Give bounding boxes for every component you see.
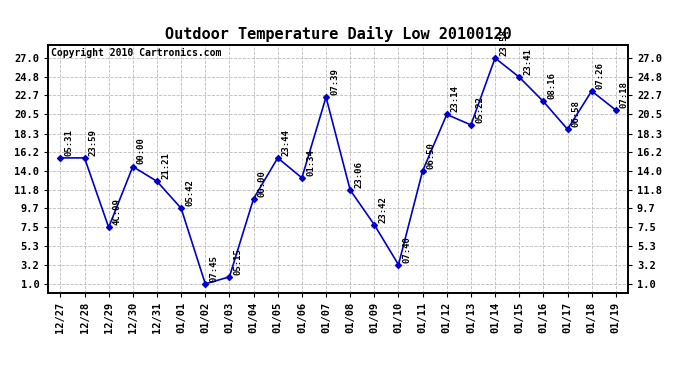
Text: 06:50: 06:50 xyxy=(427,142,436,169)
Text: 23:06: 23:06 xyxy=(355,161,364,188)
Text: 23:58: 23:58 xyxy=(500,29,509,56)
Text: 23:59: 23:59 xyxy=(89,129,98,156)
Text: 05:42: 05:42 xyxy=(186,179,195,206)
Text: 4C:09: 4C:09 xyxy=(113,198,122,225)
Text: 23:14: 23:14 xyxy=(451,86,460,112)
Text: 00:00: 00:00 xyxy=(258,170,267,196)
Text: 00:00: 00:00 xyxy=(137,138,146,164)
Text: 21:21: 21:21 xyxy=(161,152,170,179)
Text: Copyright 2010 Cartronics.com: Copyright 2010 Cartronics.com xyxy=(51,48,221,57)
Text: 23:41: 23:41 xyxy=(524,48,533,75)
Text: 23:42: 23:42 xyxy=(379,196,388,223)
Text: 06:58: 06:58 xyxy=(572,100,581,127)
Text: 07:45: 07:45 xyxy=(210,255,219,282)
Text: 23:44: 23:44 xyxy=(282,129,291,156)
Text: 07:18: 07:18 xyxy=(620,81,629,108)
Text: 07:40: 07:40 xyxy=(403,236,412,262)
Text: 07:39: 07:39 xyxy=(331,68,339,95)
Text: 05:15: 05:15 xyxy=(234,248,243,275)
Text: 05:22: 05:22 xyxy=(475,96,484,123)
Title: Outdoor Temperature Daily Low 20100120: Outdoor Temperature Daily Low 20100120 xyxy=(165,27,511,42)
Text: 07:26: 07:26 xyxy=(596,62,605,89)
Text: 08:16: 08:16 xyxy=(548,72,557,99)
Text: 01:34: 01:34 xyxy=(306,149,315,176)
Text: 05:31: 05:31 xyxy=(65,129,74,156)
